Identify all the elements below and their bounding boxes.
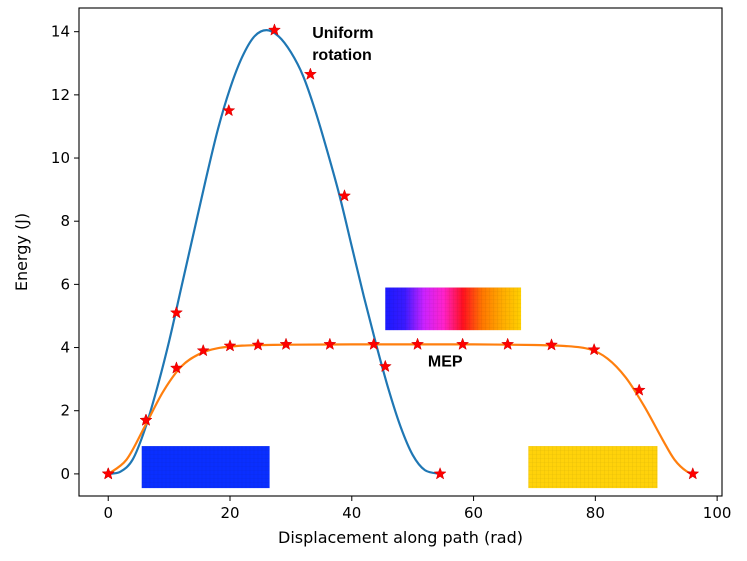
plot-frame xyxy=(78,7,723,497)
annotation-label: rotation xyxy=(312,47,372,64)
data-point-mep-0 xyxy=(101,466,115,480)
x-tick-label: 60 xyxy=(464,504,483,522)
annotation-label: Uniform xyxy=(312,25,373,42)
data-point-mep-6 xyxy=(279,337,293,350)
data-point-uniform-rotation-5 xyxy=(303,67,317,80)
series-line-mep xyxy=(107,343,697,475)
x-tick-label: 80 xyxy=(586,504,605,522)
data-point-mep-7 xyxy=(323,337,337,350)
y-tick-label: 10 xyxy=(51,149,70,167)
y-axis-label: Energy (J) xyxy=(12,213,31,291)
x-axis-label: Displacement along path (rad) xyxy=(278,528,523,547)
transition-state-inset-texture xyxy=(385,287,522,331)
data-point-mep-14 xyxy=(632,383,646,396)
x-tick-label: 40 xyxy=(342,504,361,522)
data-point-mep-13 xyxy=(587,342,601,356)
x-tick-label: 100 xyxy=(703,504,732,522)
ticks-layer: 0 20 40 60 80 100 0 2 4 6 8 10 12 14 xyxy=(51,23,732,522)
x-tick-label: 0 xyxy=(103,504,113,522)
x-tick-label: 20 xyxy=(220,504,239,522)
data-point-uniform-rotation-6 xyxy=(337,189,352,202)
data-point-mep-5 xyxy=(251,338,265,351)
markers-layer xyxy=(101,23,700,480)
annotation-label: MEP xyxy=(428,353,463,370)
data-point-mep-12 xyxy=(544,338,559,351)
data-point-mep-4 xyxy=(223,339,237,352)
y-tick-label: 4 xyxy=(60,339,70,357)
data-point-uniform-rotation-3 xyxy=(222,103,236,117)
insets-layer xyxy=(141,287,658,489)
data-point-mep-15 xyxy=(686,466,700,480)
data-point-mep-10 xyxy=(456,337,470,350)
annotations-layer: Uniform rotation MEP xyxy=(312,25,463,370)
initial-state-inset-texture xyxy=(141,446,270,489)
data-point-mep-11 xyxy=(501,337,515,350)
data-point-mep-9 xyxy=(410,337,425,350)
data-point-uniform-rotation-8 xyxy=(433,466,447,480)
y-tick-label: 6 xyxy=(60,275,70,293)
y-tick-label: 14 xyxy=(51,23,70,41)
final-state-inset-texture xyxy=(528,446,658,489)
data-point-mep-3 xyxy=(196,343,210,357)
data-point-mep-2 xyxy=(169,361,183,374)
y-tick-label: 8 xyxy=(60,212,70,230)
data-point-mep-1 xyxy=(139,413,153,426)
y-tick-label: 0 xyxy=(60,465,70,483)
data-point-uniform-rotation-4 xyxy=(267,23,282,36)
y-tick-label: 2 xyxy=(60,402,70,420)
y-tick-label: 12 xyxy=(51,86,70,104)
data-point-uniform-rotation-2 xyxy=(169,305,183,319)
data-point-mep-8 xyxy=(367,337,381,350)
lines-layer xyxy=(107,29,697,475)
series-line-uniform-rotation xyxy=(108,29,441,475)
data-point-uniform-rotation-7 xyxy=(378,359,392,373)
